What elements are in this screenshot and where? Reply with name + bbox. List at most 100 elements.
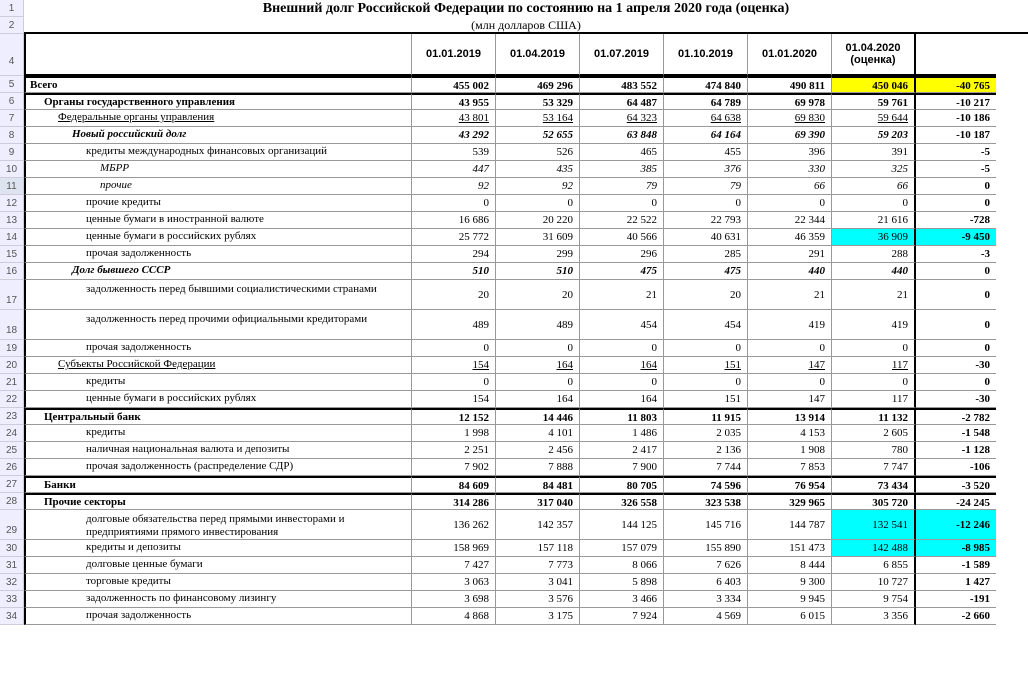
data-cell: 9 300 <box>748 574 832 591</box>
data-cell: 84 609 <box>412 476 496 493</box>
data-cell: 64 323 <box>580 110 664 127</box>
diff-cell: 0 <box>916 263 996 280</box>
data-cell: 0 <box>496 340 580 357</box>
column-header: 01.01.2020 <box>748 34 832 76</box>
data-cell: 66 <box>748 178 832 195</box>
data-cell: 455 002 <box>412 76 496 93</box>
row-number: 1 <box>0 0 24 17</box>
data-cell: 6 403 <box>664 574 748 591</box>
data-cell: 4 101 <box>496 425 580 442</box>
data-cell: 40 566 <box>580 229 664 246</box>
data-cell: 76 954 <box>748 476 832 493</box>
row-number: 18 <box>0 310 24 340</box>
row-label: наличная национальная валюта и депозиты <box>24 442 412 459</box>
data-cell: 475 <box>580 263 664 280</box>
data-cell: 64 638 <box>664 110 748 127</box>
data-cell: 3 466 <box>580 591 664 608</box>
data-cell: 7 427 <box>412 557 496 574</box>
row-label: прочая задолженность <box>24 246 412 263</box>
row-number: 17 <box>0 280 24 310</box>
data-cell: 0 <box>412 195 496 212</box>
data-cell: 5 898 <box>580 574 664 591</box>
data-cell: 317 040 <box>496 493 580 510</box>
data-cell: 31 609 <box>496 229 580 246</box>
data-cell: 21 <box>580 280 664 310</box>
data-cell: 145 716 <box>664 510 748 540</box>
data-cell: 22 522 <box>580 212 664 229</box>
data-cell: 454 <box>580 310 664 340</box>
data-cell: 288 <box>832 246 916 263</box>
row-number: 15 <box>0 246 24 263</box>
data-cell: 84 481 <box>496 476 580 493</box>
header-blank <box>24 34 412 76</box>
data-cell: 0 <box>832 374 916 391</box>
row-label: кредиты <box>24 374 412 391</box>
data-cell: 40 631 <box>664 229 748 246</box>
data-cell: 144 787 <box>748 510 832 540</box>
row-label: ценные бумаги в иностранной валюте <box>24 212 412 229</box>
row-label: прочие кредиты <box>24 195 412 212</box>
data-cell: 52 655 <box>496 127 580 144</box>
row-label: ценные бумаги в российских рублях <box>24 229 412 246</box>
data-cell: 64 164 <box>664 127 748 144</box>
row-label: задолженность перед прочими официальными… <box>24 310 412 340</box>
data-cell: 59 761 <box>832 93 916 110</box>
data-cell: 21 616 <box>832 212 916 229</box>
data-cell: 147 <box>748 357 832 374</box>
row-label: кредиты <box>24 425 412 442</box>
data-cell: 164 <box>580 357 664 374</box>
row-number: 29 <box>0 510 24 540</box>
data-cell: 7 902 <box>412 459 496 476</box>
diff-cell: -1 128 <box>916 442 996 459</box>
spreadsheet: 1Внешний долг Российской Федерации по со… <box>0 0 1028 625</box>
data-cell: 440 <box>748 263 832 280</box>
data-cell: 291 <box>748 246 832 263</box>
data-cell: 13 914 <box>748 408 832 425</box>
data-cell: 157 118 <box>496 540 580 557</box>
data-cell: 396 <box>748 144 832 161</box>
data-cell: 1 998 <box>412 425 496 442</box>
data-cell: 465 <box>580 144 664 161</box>
row-number: 25 <box>0 442 24 459</box>
data-cell: 7 626 <box>664 557 748 574</box>
data-cell: 12 152 <box>412 408 496 425</box>
row-label: Банки <box>24 476 412 493</box>
data-cell: 92 <box>412 178 496 195</box>
data-cell: 66 <box>832 178 916 195</box>
column-header: 01.04.2019 <box>496 34 580 76</box>
data-cell: 74 596 <box>664 476 748 493</box>
data-cell: 144 125 <box>580 510 664 540</box>
row-number: 31 <box>0 557 24 574</box>
data-cell: 780 <box>832 442 916 459</box>
data-cell: 11 132 <box>832 408 916 425</box>
data-cell: 7 773 <box>496 557 580 574</box>
data-cell: 0 <box>412 340 496 357</box>
data-cell: 447 <box>412 161 496 178</box>
data-cell: 16 686 <box>412 212 496 229</box>
row-label: долговые ценные бумаги <box>24 557 412 574</box>
data-cell: 450 046 <box>832 76 916 93</box>
data-cell: 0 <box>832 195 916 212</box>
data-cell: 43 955 <box>412 93 496 110</box>
data-cell: 7 900 <box>580 459 664 476</box>
data-cell: 435 <box>496 161 580 178</box>
data-cell: 7 924 <box>580 608 664 625</box>
row-label: Долг бывшего СССР <box>24 263 412 280</box>
data-cell: 0 <box>496 195 580 212</box>
data-cell: 155 890 <box>664 540 748 557</box>
data-cell: 158 969 <box>412 540 496 557</box>
data-cell: 1 486 <box>580 425 664 442</box>
data-cell: 3 356 <box>832 608 916 625</box>
data-cell: 4 868 <box>412 608 496 625</box>
diff-cell: -1 548 <box>916 425 996 442</box>
data-cell: 80 705 <box>580 476 664 493</box>
data-cell: 294 <box>412 246 496 263</box>
column-header: 01.01.2019 <box>412 34 496 76</box>
row-number: 5 <box>0 76 24 93</box>
row-number: 12 <box>0 195 24 212</box>
data-cell: 3 334 <box>664 591 748 608</box>
data-cell: 10 727 <box>832 574 916 591</box>
data-cell: 1 908 <box>748 442 832 459</box>
row-number: 14 <box>0 229 24 246</box>
diff-cell: -10 187 <box>916 127 996 144</box>
